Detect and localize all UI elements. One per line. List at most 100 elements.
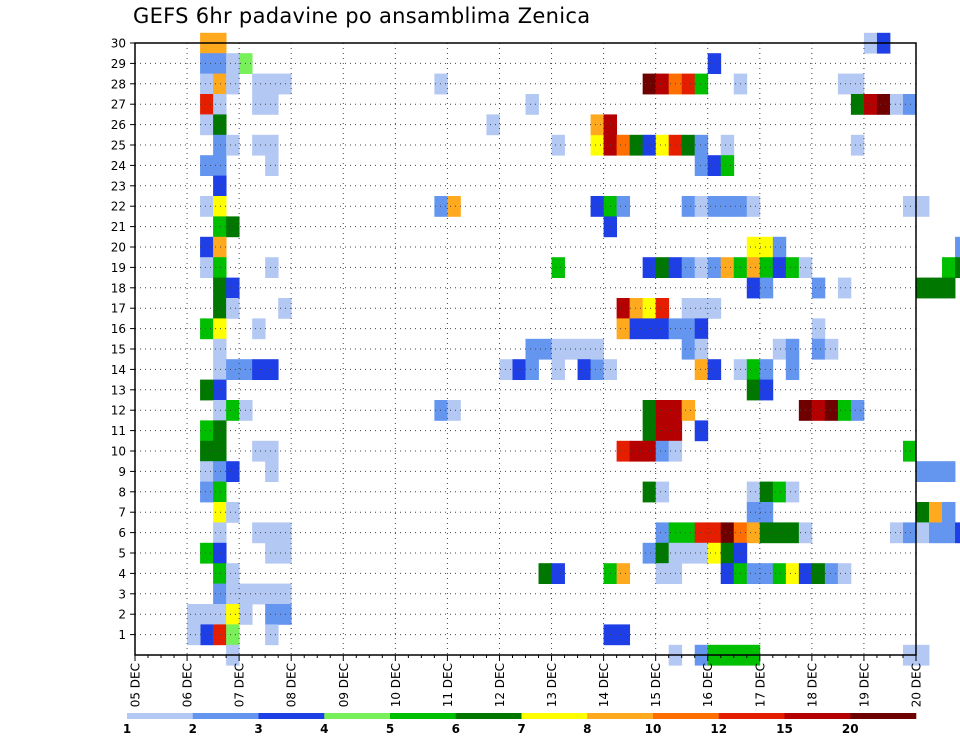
heatmap-cell [252,359,266,380]
y-tick-label: 12 [111,404,126,418]
heatmap-cell [655,73,670,95]
heatmap-cell [681,134,696,156]
y-tick-label: 23 [111,179,126,193]
heatmap-cell [200,379,214,401]
heatmap-cell [811,563,826,584]
heatmap-cell [226,216,240,238]
heatmap-cell [213,420,227,442]
heatmap-cell [200,94,214,115]
y-tick-label: 2 [118,608,126,622]
heatmap-cell [629,440,644,462]
heatmap-cell [265,583,279,605]
heatmap-cell [955,236,960,258]
legend-label: 5 [386,722,394,736]
heatmap-cell [252,318,266,340]
x-tick-label: 14 DEC [597,663,611,707]
heatmap-cell [616,196,631,217]
heatmap-cell [655,134,670,156]
heatmap-cell [694,298,709,319]
heatmap-cell [850,134,865,156]
heatmap-cell [681,400,696,421]
heatmap-cell [213,257,227,278]
heatmap-cell [694,338,709,360]
heatmap-cell [942,257,956,278]
heatmap-cell [681,298,696,319]
heatmap-cell [889,522,904,544]
heatmap-cell [642,420,657,442]
y-tick-label: 16 [111,322,126,336]
heatmap-cell [850,94,865,115]
heatmap-cell [916,277,930,299]
heatmap-cell [213,298,227,319]
y-tick-label: 6 [118,526,126,540]
heatmap-cell [265,624,279,646]
heatmap-cell [226,53,240,74]
heatmap-cell [213,624,227,646]
x-tick-label: 20 DEC [910,663,924,707]
heatmap-cell [694,73,709,95]
heatmap-cell [213,440,227,462]
x-tick-label: 05 DEC [129,663,143,707]
heatmap-cell [213,155,227,176]
heatmap-cell [837,563,852,584]
heatmap-cell [213,604,227,625]
heatmap-cell [772,338,787,360]
heatmap-cell [942,522,956,544]
x-tick-label: 08 DEC [285,663,299,707]
heatmap-cell [252,73,266,95]
heatmap-cell [850,400,865,421]
y-tick-label: 4 [118,567,126,581]
heatmap-cell [929,502,943,523]
heatmap-cell [200,257,214,278]
heatmap-cell [213,175,227,197]
x-tick-label: 19 DEC [857,663,871,707]
heatmap-cell [252,583,266,605]
heatmap-cell [590,338,604,360]
heatmap-cell [486,114,500,136]
x-tick-label: 09 DEC [337,663,351,707]
heatmap-cell [213,379,227,401]
legend-swatch [653,713,720,719]
heatmap-cell [525,94,539,115]
heatmap-cell [265,542,279,564]
heatmap-cell [929,461,943,482]
x-tick-label: 12 DEC [493,663,507,707]
y-tick-label: 21 [111,220,126,234]
heatmap-cell [200,53,214,74]
heatmap-cell [590,359,604,380]
heatmap-cell [200,155,214,176]
y-tick-label: 15 [111,343,126,357]
heatmap-cell [226,359,240,380]
legend: 1 2 3 4 5 6 7 8 10 12 15 20 [123,713,917,736]
heatmap-cell [759,277,774,299]
heatmap-cell [720,196,735,217]
heatmap-cell [616,563,631,584]
heatmap-cell [213,53,227,74]
heatmap-cell [694,257,709,278]
legend-swatch [718,713,785,719]
heatmap-cell [226,73,240,95]
chart-title: GEFS 6hr padavine po ansamblima Zenica [133,4,591,28]
heatmap-cell [929,522,943,544]
heatmap-cell [278,583,292,605]
x-tick-label: 07 DEC [233,663,247,707]
heatmap-cell [785,481,800,503]
heatmap-cell [759,257,774,278]
heatmap-cell [902,196,917,217]
heatmap-cell [200,196,214,217]
heatmap-cell [213,563,227,584]
heatmap-cell [213,400,227,421]
heatmap-cell [200,73,214,95]
heatmap-cell [213,481,227,503]
heatmap-cell [265,522,279,544]
x-tick-label: 17 DEC [753,663,767,707]
heatmap-cell [655,563,670,584]
legend-label: 12 [710,722,727,736]
heatmap-cell [681,73,696,95]
heatmap-cell [889,94,904,115]
heatmap-cell [772,563,787,584]
heatmap-cell [551,359,565,380]
heatmap-cell [213,216,227,238]
x-tick-label: 13 DEC [545,663,559,707]
heatmap-cell [694,420,709,442]
